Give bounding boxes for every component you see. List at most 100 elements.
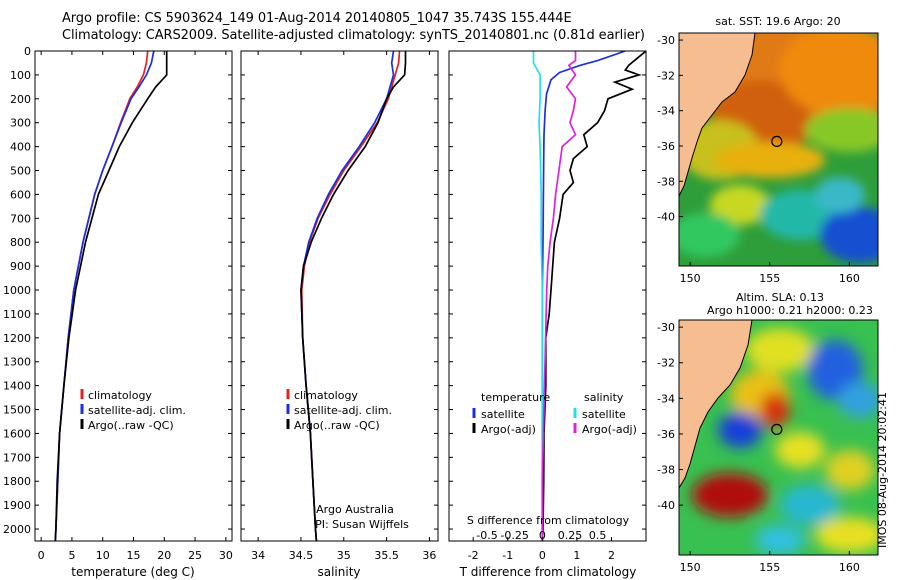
s-diff-xtick-label: 0 (539, 529, 546, 542)
depth-tick-label: 600 (10, 188, 31, 201)
depth-tick-label: 200 (10, 93, 31, 106)
t-diff-xtick-label: 0 (539, 549, 546, 562)
temperature-panel-frame (34, 50, 233, 542)
diff-legend-salinity-title: salinity (584, 391, 624, 404)
sst-field (679, 33, 878, 266)
s-diff-xtick-label: -0.5 (476, 529, 497, 542)
sla-map-lat-label: -36 (657, 428, 675, 441)
sla-map-lon-label: 160 (839, 561, 860, 574)
difference-series-1 (541, 51, 646, 541)
salinity-panel-frame (240, 50, 439, 542)
salinity-legend-label: satellite-adj. clim. (294, 404, 392, 417)
difference-panel: -2 -1 0 1 2 -0.5 -0.25 0 0.25 0.5 S difference fr… (448, 50, 647, 579)
depth-tick-label: 1300 (3, 356, 31, 369)
sst-map-lon-label: 150 (680, 272, 701, 285)
sst-map-lat-label: -32 (657, 69, 675, 82)
t-diff-xtick-label: -2 (468, 549, 479, 562)
depth-tick-label: 800 (10, 236, 31, 249)
profile-title: Argo profile: CS 5903624_149 01-Aug-2014… (62, 11, 572, 26)
sla-map-lat-label: -40 (657, 499, 675, 512)
sla-map-lon-label: 155 (759, 561, 780, 574)
sst-map-frame (678, 32, 879, 267)
difference-series-0 (541, 51, 626, 541)
sla-field (679, 320, 878, 555)
temperature-panel: 0 5 10 15 20 25 300100200300400500600700800900… (3, 45, 233, 579)
t-diff-xtick-label: 1 (573, 549, 580, 562)
temperature-xtick-label: 25 (188, 549, 202, 562)
depth-tick-label: 700 (10, 212, 31, 225)
sla-map-lat-label: -38 (657, 464, 675, 477)
salinity-series-0 (300, 51, 401, 541)
argo-position-marker (771, 135, 783, 147)
difference-series-2 (532, 51, 544, 541)
difference-panel-frame (448, 50, 647, 542)
depth-tick-label: 1400 (3, 380, 31, 393)
sst-map-lat-label: -30 (657, 34, 675, 47)
s-diff-xtick-label: -0.25 (500, 529, 528, 542)
depth-tick-label: 1000 (3, 284, 31, 297)
temperature-series-0 (54, 51, 149, 541)
t-diff-xtick-label: 2 (608, 549, 615, 562)
diff-legend-t-label: satellite (481, 408, 525, 421)
t-difference-xlabel: T difference from climatology (459, 565, 637, 579)
temperature-legend-label: satellite-adj. clim. (88, 404, 186, 417)
pi-label: PI: Susan Wijffels (315, 518, 409, 531)
climatology-title: Climatology: CARS2009. Satellite-adjuste… (62, 28, 645, 43)
salinity-series-2 (300, 51, 407, 541)
salinity-legend-label: climatology (294, 389, 358, 402)
sst-map: sat. SST: 19.6 Argo: 20 150 155 160 -30 -32 -… (657, 15, 879, 285)
argo-position-marker-sla (771, 423, 783, 435)
diff-legend-s-label: Argo(-adj) (582, 423, 637, 436)
diff-legend-temperature-title: temperature (481, 391, 550, 404)
salinity-legend-label: Argo(..raw -QC) (294, 419, 380, 432)
temperature-xtick-label: 10 (96, 549, 110, 562)
temperature-xtick-label: 20 (157, 549, 171, 562)
s-diff-xtick-label: 0.25 (558, 529, 583, 542)
temperature-legend-label: Argo(..raw -QC) (88, 419, 174, 432)
sst-map-lat-label: -36 (657, 140, 675, 153)
temperature-xtick-label: 30 (219, 549, 233, 562)
salinity-panel: 34 34.5 35 35.5 36 salinity climatology satel… (240, 50, 439, 579)
sla-map-lon-label: 150 (680, 561, 701, 574)
salinity-xtick-label: 34 (251, 549, 265, 562)
depth-tick-label: 2000 (3, 523, 31, 536)
sst-map-lon-label: 160 (839, 272, 860, 285)
salinity-xtick-label: 36 (422, 549, 436, 562)
temperature-xlabel: temperature (deg C) (71, 565, 194, 579)
depth-tick-label: 1500 (3, 404, 31, 417)
difference-series-3 (541, 51, 577, 541)
salinity-xtick-label: 35.5 (374, 549, 399, 562)
depth-tick-label: 400 (10, 141, 31, 154)
temperature-xtick-label: 0 (38, 549, 45, 562)
depth-tick-label: 900 (10, 260, 31, 273)
salinity-xlabel: salinity (317, 565, 360, 579)
sst-map-title: sat. SST: 19.6 Argo: 20 (715, 15, 840, 28)
temperature-xtick-label: 5 (68, 549, 75, 562)
temperature-series-2 (54, 51, 168, 541)
temperature-xtick-label: 15 (127, 549, 141, 562)
depth-tick-label: 100 (10, 69, 31, 82)
t-diff-xtick-label: -1 (502, 549, 513, 562)
salinity-xtick-label: 34.5 (289, 549, 314, 562)
depth-tick-label: 1100 (3, 308, 31, 321)
sla-map-lat-label: -32 (657, 357, 675, 370)
sst-map-lat-label: -34 (657, 105, 675, 118)
s-difference-label: S difference from climatology (467, 514, 630, 527)
sla-map-frame (678, 319, 879, 556)
sla-map-title: Altim. SLA: 0.13 (736, 291, 824, 304)
salinity-series-1 (300, 51, 395, 541)
sst-map-lat-label: -38 (657, 175, 675, 188)
argo-australia-label: Argo Australia (316, 503, 394, 516)
s-diff-xtick-label: 0.5 (589, 529, 607, 542)
imos-timestamp: IMOS 08-Aug-2014 20:02:41 (876, 392, 889, 548)
sst-map-lon-label: 155 (759, 272, 780, 285)
depth-tick-label: 1800 (3, 475, 31, 488)
sla-map: Altim. SLA: 0.13 Argo h1000: 0.21 h2000:… (657, 291, 879, 574)
diff-legend-t-label: Argo(-adj) (481, 423, 536, 436)
depth-tick-label: 1700 (3, 451, 31, 464)
temperature-legend-label: climatology (88, 389, 152, 402)
sla-map-lat-label: -34 (657, 392, 675, 405)
depth-tick-label: 1600 (3, 427, 31, 440)
depth-tick-label: 1200 (3, 332, 31, 345)
